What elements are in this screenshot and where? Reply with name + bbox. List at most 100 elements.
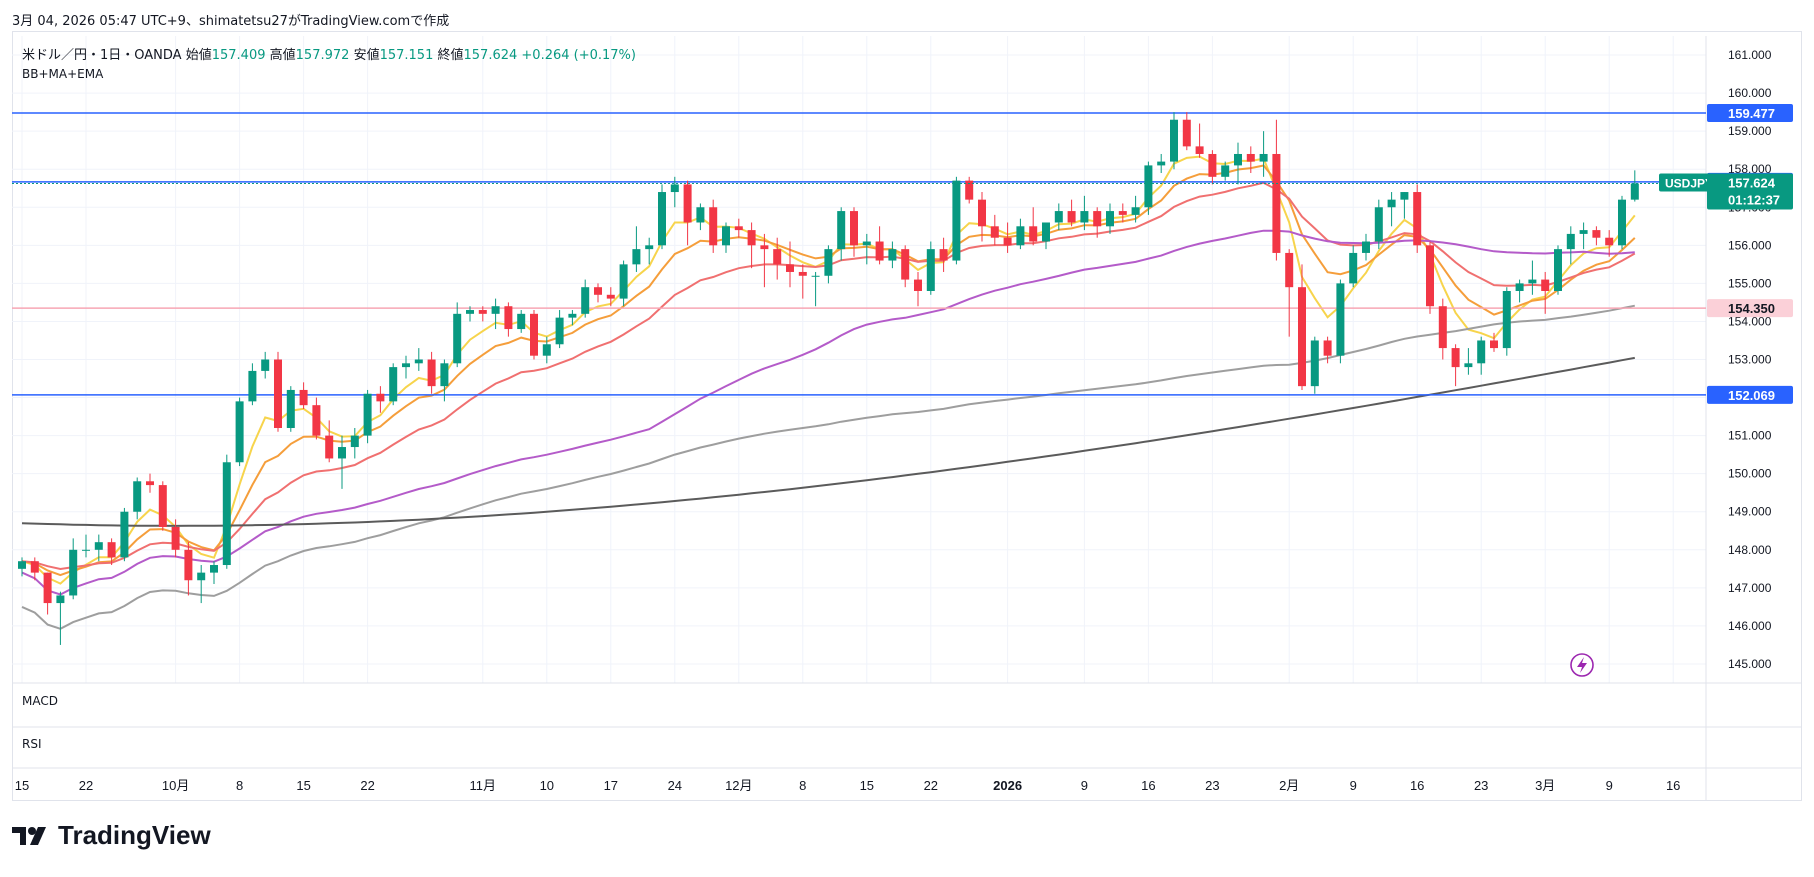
symbol-tag-bg [1659,173,1719,192]
indicator-legend[interactable]: BB+MA+EMA [22,67,104,81]
candle-body [1336,283,1345,356]
candle [722,222,730,253]
candle-body [530,313,538,356]
candle [376,386,385,413]
candle-body [926,249,935,291]
legend-low: 157.151 [379,48,434,63]
level-price-tag [1707,103,1793,122]
candle-body [1438,306,1447,349]
candle-body [197,572,206,581]
candle-body [1374,207,1383,242]
y-tick-label: 160.000 [1728,86,1772,100]
candle [1323,336,1332,364]
candle [1118,203,1127,223]
candle-body [1170,119,1178,162]
candle-body [235,401,244,463]
rsi-pane-label[interactable]: RSI [22,737,42,751]
candle [1464,348,1473,375]
lightning-icon[interactable] [1570,653,1594,677]
candle-body [850,211,858,246]
candle-body [517,313,526,330]
y-tick-label: 158.000 [1728,162,1772,176]
candle-body [1067,211,1076,223]
level-price-tag [1707,385,1793,404]
candle [504,302,513,337]
candle [350,428,359,459]
y-tick-label: 151.000 [1728,429,1772,443]
candle [1208,150,1217,185]
candle [1298,264,1306,390]
candle-body [1157,161,1166,166]
candle [581,279,590,318]
candle [1528,260,1537,295]
candle-body [722,226,730,246]
ema-20-line [21,181,1636,571]
candle-body [402,363,410,368]
macd-pane-label[interactable]: MACD [22,694,58,708]
candle [670,176,679,208]
candle-body [440,363,449,387]
candle [914,271,922,307]
candle-body [811,275,820,277]
candle [926,241,935,295]
candle-body [1080,211,1089,223]
candle-body [376,393,385,402]
x-tick-label: 15 [296,778,310,793]
candle-body [1528,279,1537,284]
candle [606,287,615,307]
candle [734,218,743,238]
candle-body [1413,192,1422,246]
legend-open: 157.409 [211,48,266,63]
candle-body [261,359,270,371]
candle-body [1106,211,1114,227]
candle [990,214,999,246]
candle [338,435,346,489]
candle [1502,287,1511,356]
y-tick-label: 159.000 [1728,124,1772,138]
candle-body [338,447,346,459]
candle-body [504,306,513,330]
candle-body [1605,237,1614,246]
candle [1426,241,1434,314]
candle-body [56,595,65,604]
candle [158,481,167,531]
candle-body [1554,249,1562,291]
level-price-label: 154.350 [1728,301,1775,316]
candle [43,572,52,615]
candle-body [965,180,974,200]
candle-body [1003,237,1012,246]
candle [491,298,500,330]
candle [69,538,78,600]
candle [888,241,897,269]
candle-body [978,199,986,227]
tradingview-logo[interactable]: TradingView [12,820,211,851]
candle [632,226,641,272]
candle-body [414,359,423,364]
candle [862,233,871,265]
candle [1093,207,1102,238]
candle [414,348,423,371]
legend-close: 157.624 [463,48,518,63]
candle-body [248,370,257,402]
candle [568,310,577,326]
candle-body [1515,283,1524,291]
candle-body [1144,165,1153,208]
symbol-tag: USDJPY [1665,177,1713,191]
candle-body [1541,279,1550,291]
x-tick-label: 10 [540,778,554,793]
candle-body [363,393,372,436]
candle [1042,222,1050,250]
ma-100-line [21,304,1635,630]
last-price-value: 157.624 [1728,176,1776,191]
candle [1630,170,1639,202]
candle [94,534,103,562]
candle-body [466,310,474,314]
x-tick-label: 10月 [162,778,189,793]
legend-low-label: 安値 [353,48,380,63]
candle-body [914,279,922,291]
candle-body [542,344,551,356]
lightning-icon-bolt [1577,657,1587,673]
x-tick-label: 11月 [470,778,497,793]
candle-body [594,287,602,295]
